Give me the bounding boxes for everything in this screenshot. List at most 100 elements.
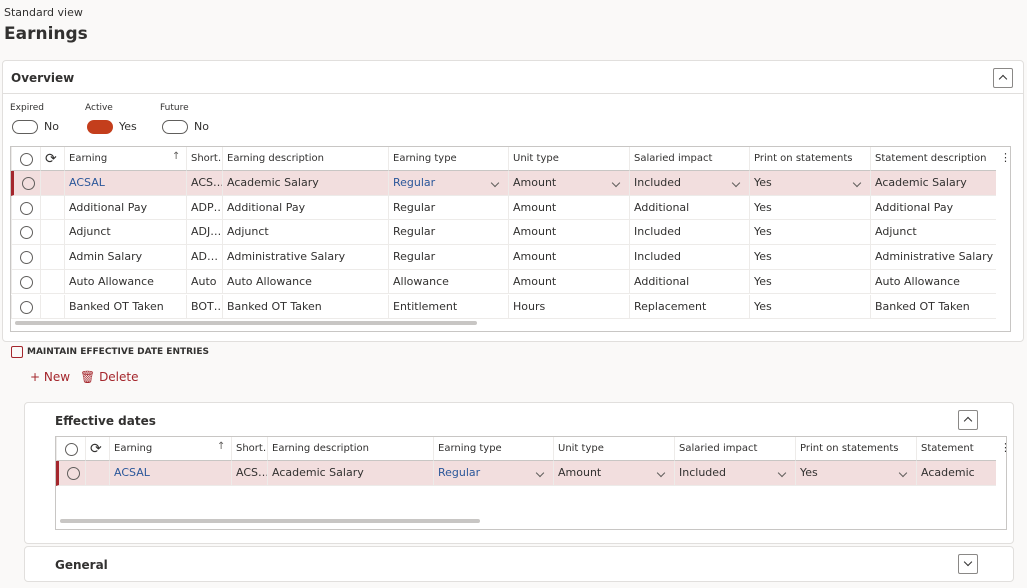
grid-cell: Banked OT Taken — [870, 294, 996, 320]
grid-cell: Amount — [508, 245, 629, 270]
filter-label: Future — [160, 103, 189, 113]
grid-cell: Yes — [749, 195, 870, 221]
cell — [85, 461, 109, 486]
grid-cell: Administrative Salary — [222, 245, 388, 270]
grid-cell: Adjunct — [870, 220, 996, 246]
grid-cell: Yes — [749, 220, 870, 246]
column-header[interactable]: Salaried impact — [629, 147, 749, 171]
column-header: ⟳ — [40, 147, 64, 171]
expand-button[interactable] — [958, 554, 978, 574]
grid-cell[interactable]: Banked OT Taken — [64, 294, 186, 320]
grid-cell: Regular — [388, 195, 508, 221]
column-header[interactable]: Earning description — [222, 147, 388, 171]
scrollbar[interactable] — [15, 321, 477, 325]
button-label: Delete — [99, 370, 139, 384]
grid-cell: Included — [674, 461, 795, 486]
grid-cell[interactable]: Admin Salary — [64, 245, 186, 270]
earnings-grid: ⟳Earning↑ Short…Earning descriptionEarnin… — [10, 146, 1011, 332]
grid-cell: ADP… — [186, 195, 222, 221]
filter-value: No — [194, 120, 209, 133]
filter-value: Yes — [119, 120, 137, 133]
grid-cell: Allowance — [388, 269, 508, 295]
grid-cell: ACS… — [186, 171, 222, 196]
toggle[interactable] — [12, 120, 38, 134]
grid-cell: Amount — [508, 195, 629, 221]
new-button[interactable]: + New — [30, 370, 71, 384]
row-selector[interactable] — [11, 171, 40, 196]
column-header[interactable]: Earning description — [267, 437, 433, 461]
column-header[interactable]: Print on statements — [795, 437, 916, 461]
section-title: General — [55, 558, 108, 572]
column-header[interactable]: Earning type — [388, 147, 508, 171]
grid-cell: Academic Salary — [870, 171, 996, 196]
row-selector[interactable] — [11, 195, 40, 221]
grid-cell: Additional — [629, 195, 749, 221]
column-header[interactable]: Statement description — [870, 147, 996, 171]
scrollbar[interactable] — [60, 519, 480, 523]
more-icon: ⋮ — [1000, 151, 1011, 164]
cell — [40, 220, 64, 246]
sort-icon: ↑ — [172, 151, 181, 162]
delete-button[interactable]: 🗑 Delete — [80, 370, 139, 384]
group-title: MAINTAIN EFFECTIVE DATE ENTRIES — [27, 347, 210, 357]
toggle[interactable] — [162, 120, 188, 134]
column-header[interactable]: Salaried impact — [674, 437, 795, 461]
collapse-button[interactable] — [993, 68, 1013, 88]
grid-cell: Auto — [186, 269, 222, 295]
grid-cell[interactable]: ACSAL — [109, 461, 231, 486]
expand-icon[interactable] — [11, 346, 23, 358]
grid-cell: Yes — [749, 294, 870, 320]
grid-cell: Amount — [508, 220, 629, 246]
filter-label: Expired — [10, 103, 44, 113]
grid-cell: Yes — [795, 461, 916, 486]
grid-cell: Academic Salary — [267, 461, 433, 486]
column-header[interactable]: Statement descrip — [916, 437, 996, 461]
toggle[interactable] — [87, 120, 113, 134]
grid-cell[interactable]: Additional Pay — [64, 195, 186, 221]
column-header[interactable]: Earning type — [433, 437, 553, 461]
collapse-button[interactable] — [958, 410, 978, 430]
column-header[interactable]: Short… — [231, 437, 267, 461]
grid-cell: Auto Allowance — [222, 269, 388, 295]
row-selector[interactable] — [11, 269, 40, 295]
grid-cell: Regular — [388, 171, 508, 196]
row-selector[interactable] — [11, 245, 40, 270]
filter-label: Active — [85, 103, 113, 113]
grid-cell[interactable]: ACSAL — [64, 171, 186, 196]
row-selector[interactable] — [11, 294, 40, 320]
column-header[interactable]: Print on statements — [749, 147, 870, 171]
grid-cell: ADJ… — [186, 220, 222, 246]
grid-cell: Regular — [433, 461, 553, 486]
column-header[interactable]: Unit type — [553, 437, 674, 461]
row-selector[interactable] — [11, 220, 40, 246]
column-header[interactable]: Earning — [64, 147, 186, 171]
cell — [40, 195, 64, 221]
column-header: ⟳ — [85, 437, 109, 461]
column-header[interactable]: Short… — [186, 147, 222, 171]
grid-cell: Yes — [749, 269, 870, 295]
grid-cell: Academic Salary — [916, 461, 996, 486]
column-header[interactable]: Earning — [109, 437, 231, 461]
more-icon: ⋮ — [1000, 441, 1006, 454]
section-title: Overview — [11, 71, 75, 85]
grid-cell[interactable]: Adjunct — [64, 220, 186, 246]
row-selector[interactable] — [56, 461, 85, 486]
filter-value: No — [44, 120, 59, 133]
view-selector[interactable]: Standard view — [4, 6, 83, 19]
cell — [40, 269, 64, 295]
grid-cell: Amount — [508, 269, 629, 295]
grid-cell: Regular — [388, 220, 508, 246]
grid-cell: Included — [629, 171, 749, 196]
grid-cell: ACS… — [231, 461, 267, 486]
column-header[interactable]: Unit type — [508, 147, 629, 171]
divider — [3, 93, 1023, 94]
grid-cell: Banked OT Taken — [222, 294, 388, 320]
grid-cell: Regular — [388, 245, 508, 270]
sort-icon: ↑ — [217, 441, 226, 452]
grid-cell: Replacement — [629, 294, 749, 320]
grid-cell: Included — [629, 245, 749, 270]
grid-cell: Yes — [749, 245, 870, 270]
grid-cell[interactable]: Auto Allowance — [64, 269, 186, 295]
cell — [40, 294, 64, 320]
